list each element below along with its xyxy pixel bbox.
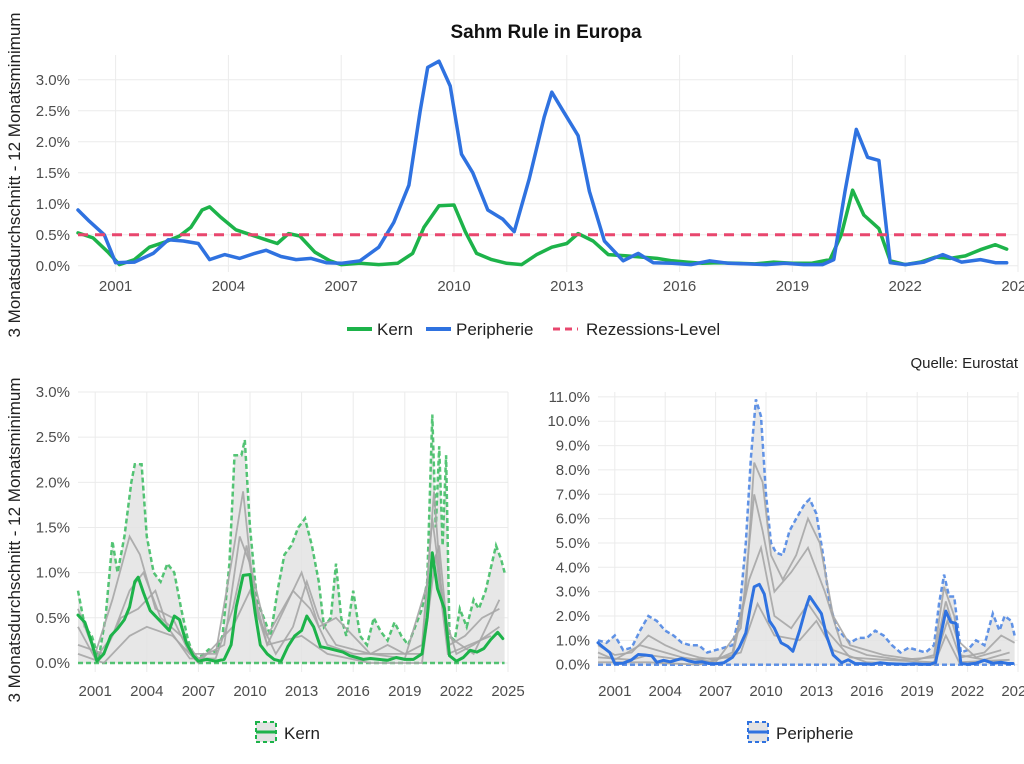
main-y-tick-label: 0.0%: [36, 258, 70, 275]
kern-x-tick-label: 2025: [491, 683, 524, 700]
main-x-tick-label: 2019: [776, 278, 809, 295]
peripherie-x-axis: 2001 2004 2007 2010 2013 2016 2019 2022 2025: [598, 683, 1024, 700]
kern-y-axis: 0.0% 0.5% 1.0% 1.5% 2.0% 2.5% 3.0%: [36, 384, 70, 672]
kern-y-tick-label: 2.0%: [36, 474, 70, 491]
series-peripherie-line: [596, 582, 1015, 666]
main-series-layer: [76, 59, 1009, 267]
peripherie-y-tick-label: 9.0%: [556, 438, 590, 455]
kern-y-tick-label: 3.0%: [36, 384, 70, 401]
peripherie-y-axis: 0.0% 1.0% 2.0% 3.0% 4.0% 5.0% 6.0% 7.0% 8.0% 9.0%…: [547, 389, 590, 674]
main-legend: Kern Peripherie Rezessions-Level: [347, 320, 720, 339]
main-x-tick-label: 2013: [550, 278, 583, 295]
peripherie-legend: Peripherie: [747, 721, 854, 743]
main-x-tick-label: 2025: [1001, 278, 1024, 295]
peripherie-x-tick-label: 2025: [1001, 683, 1024, 700]
legend-kern-label: Kern: [377, 320, 413, 339]
main-y-tick-label: 1.0%: [36, 196, 70, 213]
y-axis-title: 3 Monatsdurchschnitt - 12 Monatsminimum: [5, 377, 24, 702]
peripherie-x-tick-label: 2016: [850, 683, 883, 700]
main-y-tick-label: 2.5%: [36, 103, 70, 120]
kern-band-upper-edge: [76, 414, 506, 661]
main-x-tick-label: 2010: [437, 278, 470, 295]
main-y-tick-label: 2.0%: [36, 134, 70, 151]
main-x-tick-label: 2004: [212, 278, 245, 295]
kern-x-tick-label: 2016: [337, 683, 370, 700]
peripherie-x-tick-label: 2001: [598, 683, 631, 700]
chart-title: Sahm Rule in Europa: [450, 22, 642, 43]
peripherie-y-tick-label: 4.0%: [556, 559, 590, 576]
kern-x-tick-label: 2013: [285, 683, 318, 700]
kern-x-axis: 2001 2004 2007 2010 2013 2016 2019 2022 2025: [79, 683, 525, 700]
source-caption: Quelle: Eurostat: [910, 355, 1018, 372]
series-kern-line: [76, 551, 505, 663]
peripherie-chart-panel: 0.0% 1.0% 2.0% 3.0% 4.0% 5.0% 6.0% 7.0% 8.0% 9.0%…: [547, 389, 1024, 700]
peripherie-y-tick-label: 0.0%: [556, 657, 590, 674]
peripherie-y-tick-label: 10.0%: [547, 413, 590, 430]
kern-y-tick-label: 2.5%: [36, 429, 70, 446]
peripherie-country-line: [597, 462, 1016, 661]
peripherie-x-tick-label: 2013: [800, 683, 833, 700]
kern-range-band: [76, 414, 506, 665]
main-y-tick-label: 1.5%: [36, 165, 70, 182]
kern-y-tick-label: 0.0%: [36, 655, 70, 672]
main-x-tick-label: 2001: [99, 278, 132, 295]
main-x-tick-label: 2022: [889, 278, 922, 295]
kern-y-tick-label: 1.5%: [36, 519, 70, 536]
y-axis-title-top: 3 Monatsdurchschnitt - 12 Monatsminimum: [5, 12, 24, 337]
peripherie-y-tick-label: 3.0%: [556, 584, 590, 601]
peripherie-series-layer: [596, 582, 1015, 666]
main-x-tick-label: 2007: [325, 278, 358, 295]
peripherie-y-tick-label: 6.0%: [556, 511, 590, 528]
peripherie-range-band: [597, 398, 1016, 666]
main-x-tick-label: 2016: [663, 278, 696, 295]
kern-series-layer: [76, 551, 505, 663]
legend-rezession-label: Rezessions-Level: [586, 320, 720, 339]
kern-x-tick-label: 2019: [388, 683, 421, 700]
peripherie-band-upper-edge: [597, 398, 1016, 655]
peripherie-x-tick-label: 2019: [901, 683, 934, 700]
peripherie-x-tick-label: 2010: [749, 683, 782, 700]
main-chart-panel: 0.0%0.5%1.0%1.5%2.0%2.5%3.0% 2001 2004 200…: [36, 55, 1024, 295]
series-kern-line: [76, 188, 1009, 267]
peripherie-x-tick-label: 2004: [649, 683, 682, 700]
peripherie-y-tick-label: 2.0%: [556, 608, 590, 625]
kern-x-tick-label: 2007: [182, 683, 215, 700]
peripherie-band-area: [598, 399, 1015, 665]
kern-x-tick-label: 2022: [440, 683, 473, 700]
main-y-tick-label: 3.0%: [36, 72, 70, 89]
peripherie-y-tick-label: 8.0%: [556, 462, 590, 479]
peripherie-x-tick-label: 2007: [699, 683, 732, 700]
peripherie-y-tick-label: 1.0%: [556, 632, 590, 649]
kern-x-tick-label: 2010: [233, 683, 266, 700]
peripherie-y-tick-label: 7.0%: [556, 486, 590, 503]
main-grid: [78, 55, 1019, 272]
peripherie-x-tick-label: 2022: [951, 683, 984, 700]
peripherie-legend-label: Peripherie: [776, 724, 854, 743]
series-peripherie-line: [76, 59, 1009, 267]
peripherie-y-tick-label: 5.0%: [556, 535, 590, 552]
kern-chart-panel: 0.0%0.5%1.0%1.5%2.0%2.5%3.0% 2001 2004 200…: [36, 384, 525, 700]
kern-legend-label: Kern: [284, 724, 320, 743]
kern-y-tick-label: 0.5%: [36, 610, 70, 627]
main-x-axis: 2001 2004 2007 2010 2013 2016 2019 2022 2025: [99, 278, 1024, 295]
peripherie-country-line: [597, 494, 1002, 664]
main-y-tick-label: 0.5%: [36, 227, 70, 244]
legend-peripherie-label: Peripherie: [456, 320, 534, 339]
main-y-axis: 0.0% 0.5% 1.0% 1.5% 2.0% 2.5% 3.0%: [36, 72, 70, 275]
peripherie-y-tick-label: 11.0%: [549, 389, 590, 406]
kern-x-tick-label: 2004: [130, 683, 163, 700]
kern-y-tick-label: 1.0%: [36, 565, 70, 582]
kern-legend: Kern: [255, 721, 320, 743]
kern-x-tick-label: 2001: [79, 683, 112, 700]
